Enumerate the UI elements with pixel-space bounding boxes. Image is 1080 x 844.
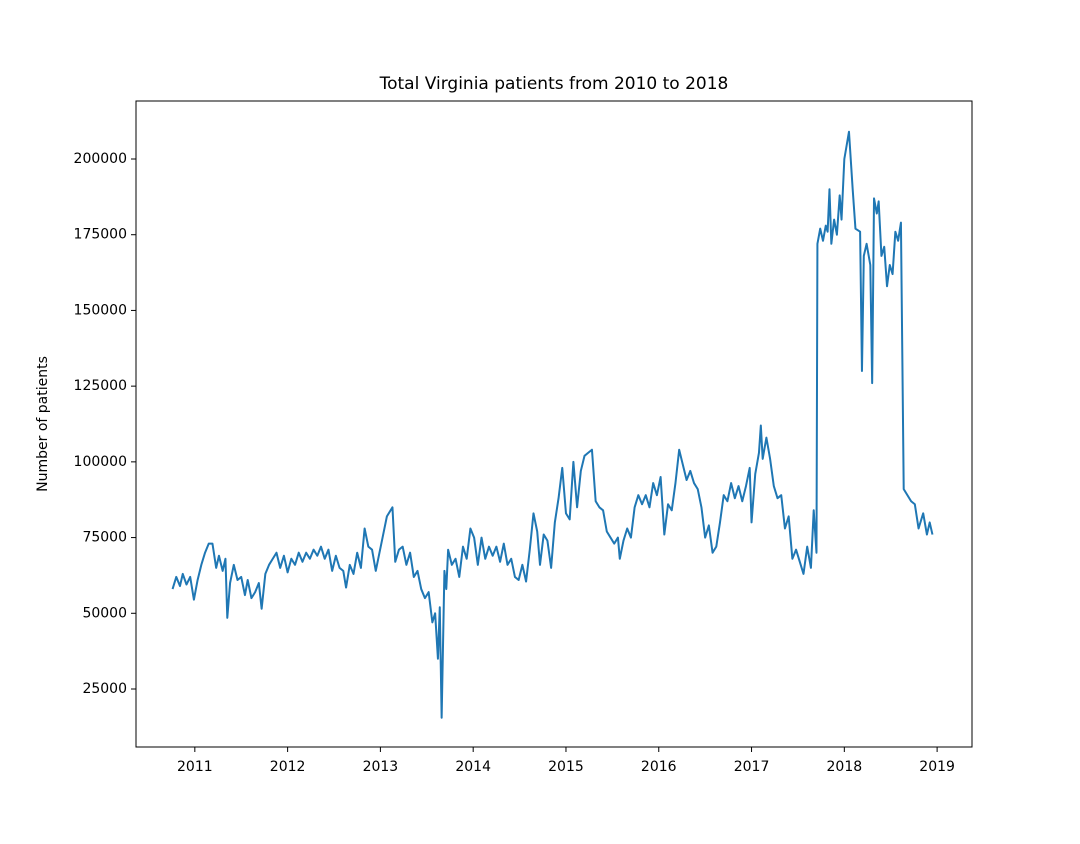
chart-title: Total Virginia patients from 2010 to 201…: [379, 74, 729, 94]
y-axis-label: Number of patients: [35, 356, 51, 492]
x-tick-label: 2016: [641, 759, 677, 775]
x-tick-label: 2017: [734, 759, 770, 775]
x-tick-label: 2013: [363, 759, 399, 775]
data-line: [171, 130, 934, 719]
y-tick-label: 50000: [82, 605, 127, 621]
x-tick-label: 2019: [919, 759, 955, 775]
y-tick-label: 175000: [74, 227, 127, 243]
y-tick-label: 25000: [82, 681, 127, 697]
x-tick-label: 2014: [455, 759, 491, 775]
x-tick-label: 2015: [548, 759, 584, 775]
y-tick-label: 75000: [82, 530, 127, 546]
y-tick-label: 100000: [74, 454, 127, 470]
x-tick-label: 2018: [827, 759, 863, 775]
x-tick-label: 2011: [177, 759, 213, 775]
y-tick-label: 200000: [74, 151, 127, 167]
y-tick-label: 125000: [74, 378, 127, 394]
plot-frame: [135, 100, 973, 748]
x-tick-label: 2012: [270, 759, 306, 775]
y-tick-label: 150000: [74, 302, 127, 318]
